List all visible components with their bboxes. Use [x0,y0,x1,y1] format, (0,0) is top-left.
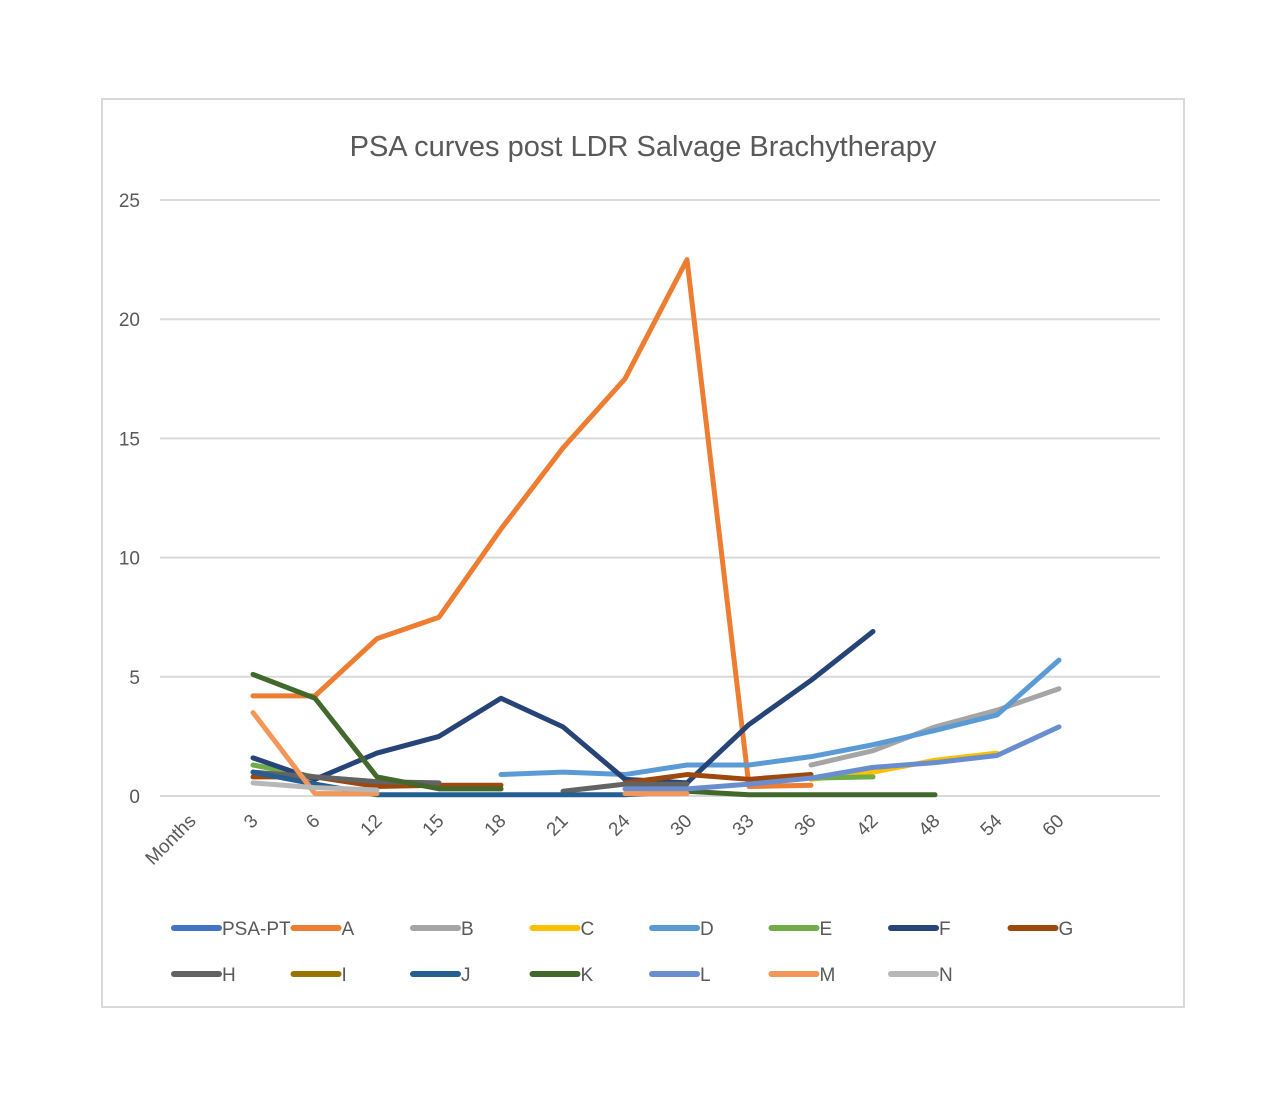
series-f [250,629,876,786]
series-line [250,671,504,792]
x-tick-label: 3 [240,811,262,833]
y-tick-label: 15 [119,429,140,450]
series-line [622,724,1062,792]
legend-label: B [461,919,474,940]
x-tick-label: 18 [481,811,511,841]
legend: PSA-PT A B C D E F G H I J K L M N [171,919,1074,986]
x-tick-label: 24 [605,810,635,840]
series-n [250,780,380,793]
x-tick-label: 60 [1039,811,1069,841]
x-tick-label: Months [142,811,201,870]
legend-label: PSA-PT [222,919,291,940]
legend-item: A [290,919,355,940]
series-line [684,788,938,798]
legend-item: H [171,965,236,986]
x-tick-label: 21 [543,811,573,841]
legend-label: A [342,919,355,940]
legend-item: D [649,919,714,940]
series-l [622,724,1062,792]
y-tick-label: 10 [119,549,140,570]
legend-item: K [529,965,594,986]
legend-item: C [529,919,595,940]
legend-item: M [768,965,836,986]
x-axis-ticks: Months 3 6 12 15 18 21 24 30 33 36 42 48 54 60 [142,810,1069,869]
series-line [250,710,380,797]
legend-label: N [939,965,953,986]
series-b [808,686,1062,768]
x-tick-label: 36 [791,811,821,841]
legend-label: C [581,919,595,940]
legend-item: N [888,965,953,986]
legend-label: D [700,919,714,940]
y-tick-label: 20 [119,310,140,331]
x-tick-label: 30 [667,811,697,841]
series-line [250,629,876,786]
series-line [808,686,1062,768]
series-d [498,657,1062,778]
legend-item: PSA-PT [171,919,291,940]
series-lines [250,257,1062,798]
series-line [250,780,380,793]
chart-title: PSA curves post LDR Salvage Brachytherap… [350,131,937,163]
legend-item: G [1007,919,1074,940]
series-line [250,257,814,789]
legend-label: L [700,965,711,986]
series-m [250,710,690,797]
y-tick-label: 0 [129,787,140,808]
legend-label: H [222,965,236,986]
series-line [622,772,814,786]
series-k [250,671,938,798]
series-line [498,657,1062,778]
x-tick-label: 42 [853,811,883,841]
x-tick-label: 48 [915,811,945,841]
legend-label: E [820,919,833,940]
series-a [250,257,814,789]
y-tick-label: 5 [129,668,140,689]
chart-frame [101,98,1185,1008]
legend-item: I [290,965,347,986]
legend-label: F [939,919,951,940]
legend-item: F [888,919,951,940]
x-tick-label: 54 [977,810,1007,840]
x-tick-label: 6 [302,811,324,833]
legend-item: E [768,919,833,940]
y-tick-label: 25 [119,191,140,212]
series-line [560,781,690,794]
legend-item: J [410,965,471,986]
legend-label: J [461,965,471,986]
legend-item: B [410,919,474,940]
legend-label: K [581,965,594,986]
legend-label: G [1059,919,1074,940]
y-axis-ticks: 0 5 10 15 20 25 [119,191,140,808]
legend-label: M [820,965,836,986]
legend-item: L [649,965,711,986]
x-tick-label: 12 [357,811,387,841]
legend-label: I [342,965,347,986]
x-tick-label: 15 [419,811,449,841]
x-tick-label: 33 [729,811,759,841]
